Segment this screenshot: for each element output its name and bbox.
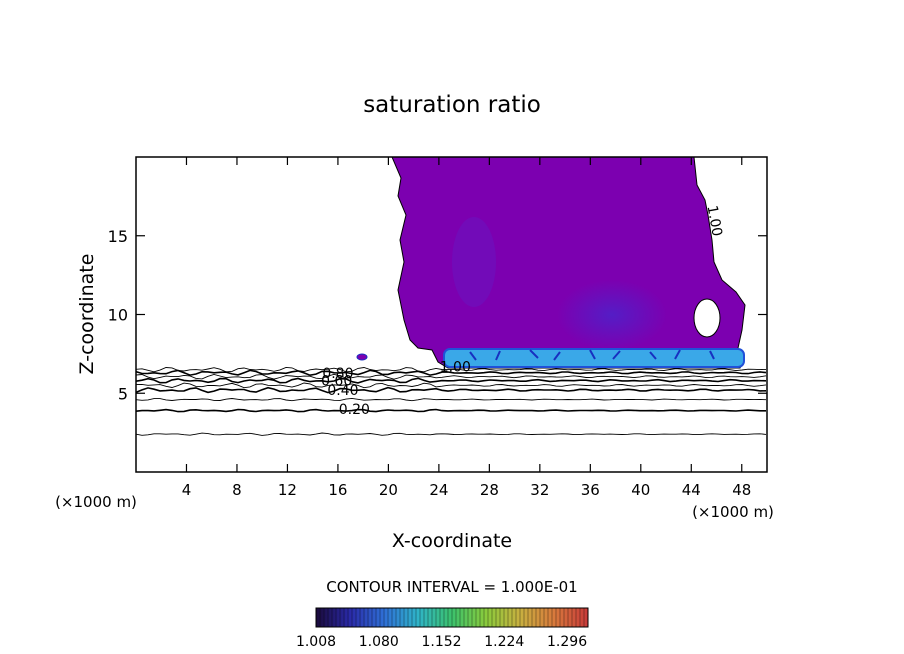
colorbar-tick-label: 1.080	[359, 634, 399, 650]
contour-line	[136, 432, 767, 436]
contour-line	[136, 386, 767, 394]
x-tick-label: 48	[732, 481, 751, 499]
chart-title: saturation ratio	[363, 92, 541, 118]
x-tick-label: 4	[182, 481, 192, 499]
colorbar-tick-label: 1.008	[296, 634, 336, 650]
band-texture	[469, 349, 715, 361]
contour-line	[136, 382, 767, 389]
contour-line	[136, 373, 767, 380]
x-axis-ticks: 4 8 12 16 20 24 28 32 36 40 44 48	[182, 157, 751, 499]
colorbar: 1.008 1.080 1.152 1.224 1.296	[296, 607, 589, 650]
y-tick-label: 15	[108, 227, 128, 246]
x-tick-label: 24	[429, 481, 448, 499]
x-tick-label: 12	[278, 481, 297, 499]
contour-labels: 0.20 0.400.600.80 1.00 1.00	[321, 204, 725, 418]
contour-interval-text: CONTOUR INTERVAL = 1.000E-01	[326, 578, 577, 596]
x-unit-label-left: (×1000 m)	[55, 493, 137, 511]
isolated-cell	[356, 353, 368, 361]
colorbar-stripes	[319, 608, 585, 627]
x-tick-label: 36	[581, 481, 600, 499]
contour-line	[136, 377, 767, 384]
contour-line	[136, 408, 766, 413]
colorbar-tick-labels: 1.008 1.080 1.152 1.224 1.296	[296, 634, 587, 650]
y-axis-label: Z-coordinate	[76, 254, 98, 375]
y-tick-label: 10	[108, 306, 128, 325]
x-tick-label: 32	[530, 481, 549, 499]
contour-label: 1.00	[440, 359, 471, 375]
contour-label: 0.80	[322, 366, 353, 382]
colorbar-tick-label: 1.296	[547, 634, 587, 650]
contour-label-upper: 1.00	[704, 204, 725, 237]
contour-line	[136, 369, 767, 377]
clear-hole	[693, 298, 721, 338]
x-tick-label: 28	[480, 481, 499, 499]
contour-label: 0.20	[339, 402, 370, 418]
contour-lines	[136, 366, 767, 436]
x-tick-label: 20	[379, 481, 398, 499]
contour-label: 0.40	[327, 383, 358, 399]
contour-label: 0.60	[321, 374, 352, 390]
colorbar-tick-label: 1.224	[484, 634, 524, 650]
x-tick-label: 40	[631, 481, 650, 499]
x-tick-label: 44	[682, 481, 701, 499]
contour-line	[136, 397, 767, 402]
x-axis-label: X-coordinate	[392, 530, 512, 552]
y-tick-label: 5	[118, 384, 128, 403]
core-region	[557, 280, 667, 350]
upper-core-region	[452, 217, 496, 307]
y-axis-ticks: 5 10 15	[108, 227, 767, 403]
x-tick-label: 8	[232, 481, 242, 499]
filled-contours	[136, 157, 767, 436]
colorbar-tick-label: 1.152	[421, 634, 461, 650]
x-tick-label: 16	[328, 481, 347, 499]
contour-line	[136, 366, 767, 373]
x-unit-label-right: (×1000 m)	[692, 503, 774, 521]
